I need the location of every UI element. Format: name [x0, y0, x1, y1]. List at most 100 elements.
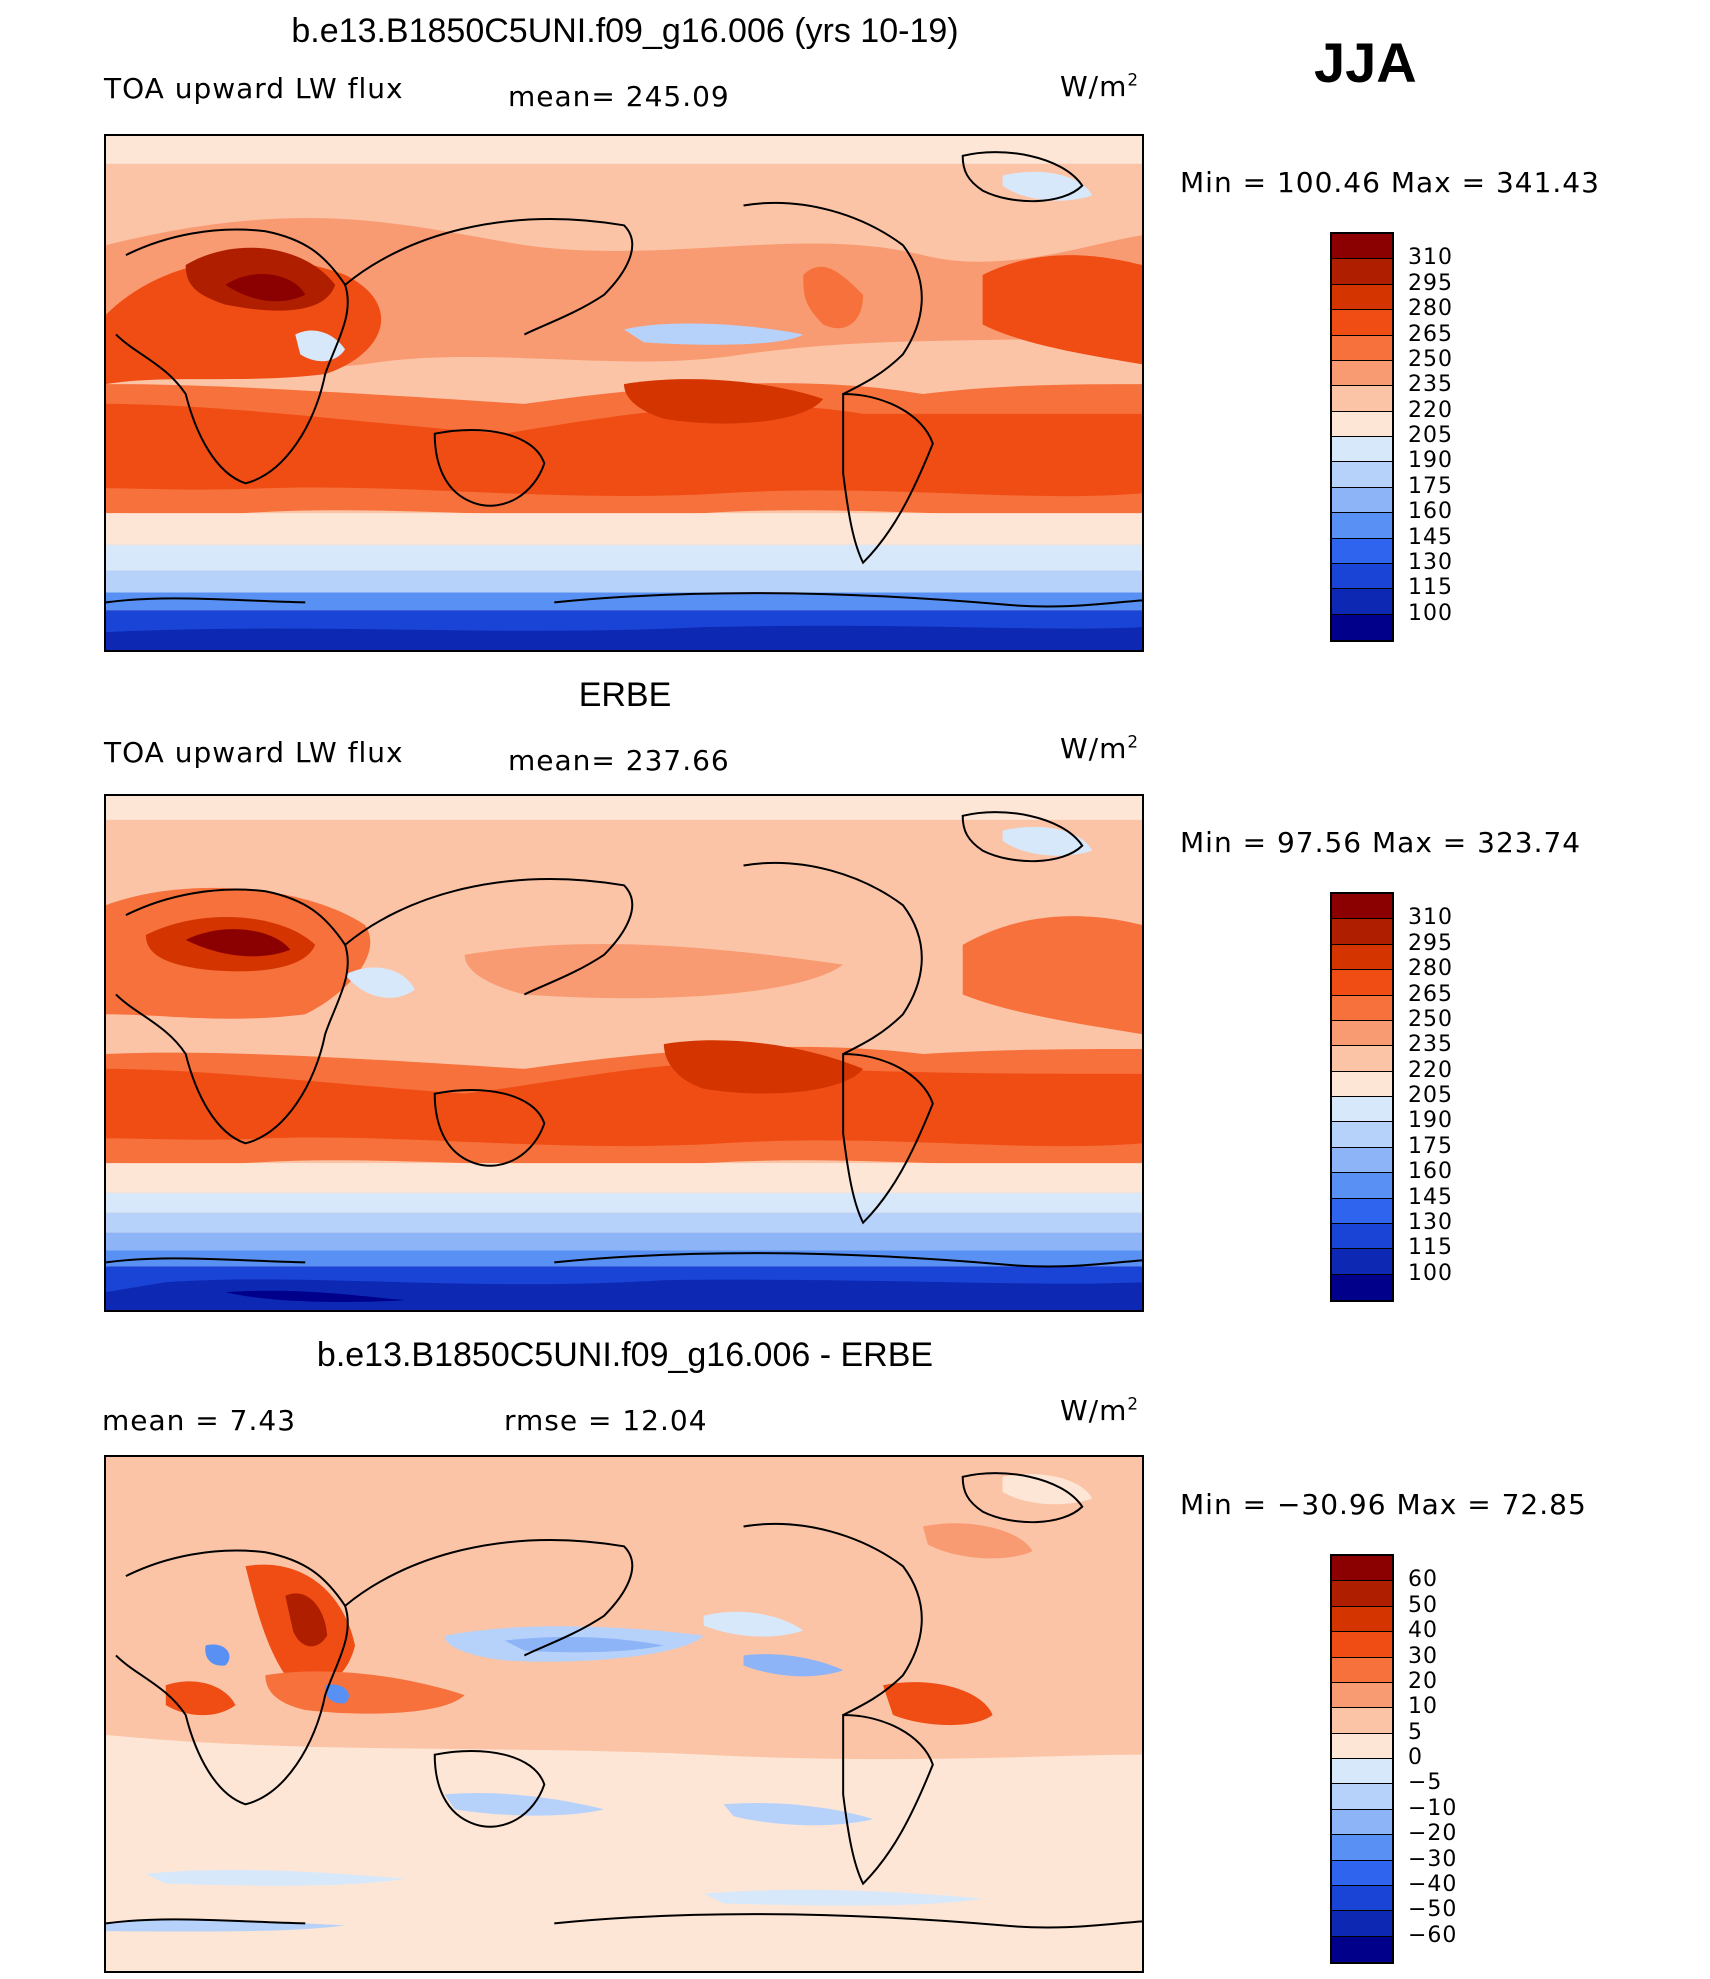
- panel-2-minmax: Min = 97.56 Max = 323.74: [1180, 826, 1582, 859]
- colorbar-swatch: [1332, 1835, 1392, 1861]
- colorbar-swatch: [1332, 1071, 1392, 1097]
- panel-2-colorbar: [1330, 892, 1394, 1302]
- colorbar-swatch: [1332, 462, 1392, 488]
- colorbar-swatch: [1332, 1759, 1392, 1785]
- colorbar-tick-label: 250: [1408, 346, 1453, 372]
- colorbar-swatch: [1332, 1046, 1392, 1072]
- colorbar-tick-label: 5: [1408, 1719, 1423, 1745]
- colorbar-swatch: [1332, 563, 1392, 590]
- colorbar-swatch: [1332, 919, 1392, 945]
- colorbar-tick-label: 115: [1408, 1235, 1453, 1261]
- colorbar-swatch: [1332, 1911, 1392, 1937]
- colorbar-swatch: [1332, 1147, 1392, 1174]
- colorbar-swatch: [1332, 259, 1392, 285]
- colorbar-tick-label: 280: [1408, 956, 1453, 982]
- colorbar-swatch: [1332, 1020, 1392, 1047]
- colorbar-tick-label: 265: [1408, 321, 1453, 347]
- colorbar-swatch: [1332, 1936, 1392, 1962]
- colorbar-swatch: [1332, 970, 1392, 996]
- colorbar-swatch: [1332, 1223, 1392, 1250]
- colorbar-swatch: [1332, 1198, 1392, 1224]
- panel-2-map: [104, 794, 1144, 1312]
- panel-1-title: b.e13.B1850C5UNI.f09_g16.006 (yrs 10-19): [291, 12, 959, 50]
- colorbar-tick-label: 100: [1408, 1260, 1453, 1286]
- colorbar-swatch: [1332, 1809, 1392, 1836]
- colorbar-tick-label: 130: [1408, 549, 1453, 575]
- colorbar-swatch: [1332, 1581, 1392, 1607]
- colorbar-swatch: [1332, 1632, 1392, 1658]
- colorbar-tick-label: −60: [1408, 1922, 1458, 1948]
- colorbar-swatch: [1332, 1097, 1392, 1123]
- colorbar-tick-label: 235: [1408, 372, 1453, 398]
- panel-3-rmse-label: rmse = 12.04: [504, 1404, 708, 1437]
- panel-3-minmax: Min = −30.96 Max = 72.85: [1180, 1488, 1587, 1521]
- colorbar-tick-label: 280: [1408, 296, 1453, 322]
- colorbar-swatch: [1332, 1274, 1392, 1300]
- colorbar-tick-label: 175: [1408, 473, 1453, 499]
- colorbar-swatch: [1332, 234, 1392, 260]
- colorbar-swatch: [1332, 1885, 1392, 1912]
- panel-2-title: ERBE: [578, 676, 672, 714]
- colorbar-swatch: [1332, 1249, 1392, 1275]
- colorbar-tick-label: 190: [1408, 1108, 1453, 1134]
- colorbar-swatch: [1332, 1733, 1392, 1759]
- colorbar-swatch: [1332, 1708, 1392, 1734]
- panel-1-map: [104, 134, 1144, 652]
- colorbar-swatch: [1332, 894, 1392, 920]
- panel-3-map: [104, 1455, 1144, 1973]
- colorbar-tick-label: 160: [1408, 499, 1453, 525]
- colorbar-tick-label: 295: [1408, 930, 1453, 956]
- colorbar-tick-label: 220: [1408, 397, 1453, 423]
- colorbar-tick-label: 310: [1408, 905, 1453, 931]
- colorbar-swatch: [1332, 614, 1392, 640]
- colorbar-tick-label: 10: [1408, 1694, 1438, 1720]
- colorbar-swatch: [1332, 944, 1392, 971]
- colorbar-swatch: [1332, 513, 1392, 539]
- colorbar-swatch: [1332, 589, 1392, 615]
- colorbar-swatch: [1332, 995, 1392, 1021]
- colorbar-tick-label: 205: [1408, 1083, 1453, 1108]
- colorbar-swatch: [1332, 386, 1392, 412]
- panel-1-colorbar: [1330, 232, 1394, 642]
- colorbar-tick-label: 205: [1408, 423, 1453, 448]
- panel-1-mean-label: mean= 245.09: [508, 80, 730, 113]
- colorbar-tick-label: 220: [1408, 1057, 1453, 1083]
- colorbar-tick-label: 250: [1408, 1006, 1453, 1032]
- colorbar-swatch: [1332, 1122, 1392, 1148]
- colorbar-tick-label: 130: [1408, 1209, 1453, 1235]
- colorbar-tick-label: 50: [1408, 1592, 1438, 1618]
- panel-2-contour-field: [106, 796, 1142, 1310]
- colorbar-swatch: [1332, 487, 1392, 514]
- colorbar-swatch: [1332, 335, 1392, 361]
- colorbar-tick-label: −5: [1408, 1770, 1443, 1796]
- panel-1-variable-label: TOA upward LW flux: [104, 72, 404, 105]
- panel-2-variable-label: TOA upward LW flux: [104, 736, 404, 769]
- colorbar-tick-label: 145: [1408, 524, 1453, 550]
- colorbar-tick-label: 100: [1408, 600, 1453, 626]
- colorbar-tick-label: 235: [1408, 1032, 1453, 1058]
- colorbar-tick-label: −20: [1408, 1821, 1458, 1847]
- colorbar-swatch: [1332, 1657, 1392, 1683]
- colorbar-swatch: [1332, 1860, 1392, 1886]
- colorbar-tick-label: −10: [1408, 1795, 1458, 1821]
- panel-3-title: b.e13.B1850C5UNI.f09_g16.006 - ERBE: [316, 1336, 934, 1374]
- season-label: JJA: [1314, 31, 1417, 94]
- colorbar-swatch: [1332, 411, 1392, 437]
- colorbar-swatch: [1332, 1556, 1392, 1582]
- colorbar-tick-label: 295: [1408, 270, 1453, 296]
- colorbar-tick-label: 60: [1408, 1567, 1438, 1593]
- colorbar-tick-label: 0: [1408, 1745, 1423, 1770]
- colorbar-tick-label: 115: [1408, 575, 1453, 601]
- colorbar-swatch: [1332, 538, 1392, 564]
- colorbar-swatch: [1332, 284, 1392, 311]
- colorbar-tick-label: 310: [1408, 245, 1453, 271]
- panel-1-units: W/m2: [1060, 69, 1140, 103]
- colorbar-tick-label: 40: [1408, 1618, 1438, 1644]
- colorbar-tick-label: 265: [1408, 981, 1453, 1007]
- colorbar-tick-label: −50: [1408, 1897, 1458, 1923]
- colorbar-tick-label: 145: [1408, 1184, 1453, 1210]
- colorbar-tick-label: 190: [1408, 448, 1453, 474]
- panel-1-contour-field: [106, 136, 1142, 650]
- colorbar-tick-label: 20: [1408, 1668, 1438, 1694]
- panel-1-minmax: Min = 100.46 Max = 341.43: [1180, 166, 1600, 199]
